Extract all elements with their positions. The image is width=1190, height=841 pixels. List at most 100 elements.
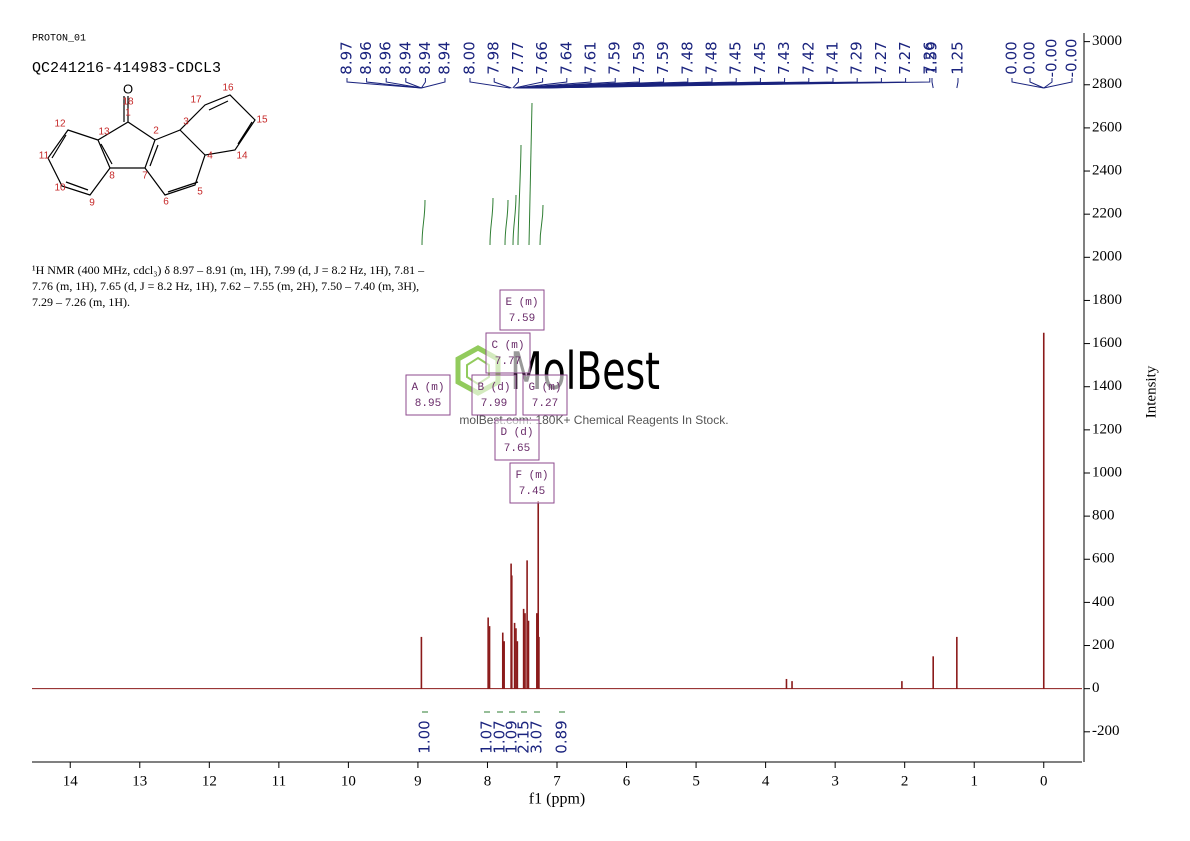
x-tick-label: 0 bbox=[1040, 773, 1048, 789]
y-tick-label: -200 bbox=[1092, 723, 1120, 739]
multiplet-label: E (m) bbox=[505, 297, 538, 309]
atom-number: 5 bbox=[197, 187, 203, 198]
integral-label: 0.89 bbox=[553, 720, 571, 753]
peak-connector bbox=[420, 78, 426, 89]
x-tick-label: 4 bbox=[762, 773, 770, 789]
x-tick-label: 6 bbox=[623, 773, 631, 789]
peak-label: 7.77 bbox=[509, 41, 527, 74]
atom-number: 7 bbox=[142, 171, 148, 182]
multiplet-shift: 7.65 bbox=[504, 443, 530, 455]
peak-connector bbox=[514, 78, 544, 89]
peak-label: 8.94 bbox=[436, 41, 454, 74]
integral-label: 1.09 bbox=[503, 720, 521, 753]
atom-number: 16 bbox=[222, 83, 234, 94]
x-tick-label: 9 bbox=[414, 773, 422, 789]
peak-connector bbox=[469, 78, 511, 89]
y-tick-label: 1200 bbox=[1092, 421, 1122, 437]
chart-subtitle: QC241216-414983-CDCL3 bbox=[32, 60, 221, 77]
peak-connector bbox=[536, 78, 931, 89]
atom-number: 2 bbox=[153, 126, 159, 137]
y-tick-label: 800 bbox=[1092, 508, 1115, 524]
integral-curve bbox=[489, 197, 494, 246]
peak-connector bbox=[493, 78, 512, 89]
atom-number: 18 bbox=[122, 97, 134, 108]
peak-label: -0.00 bbox=[1063, 39, 1081, 78]
peak-label: 8.00 bbox=[461, 41, 479, 74]
peak-label: 7.27 bbox=[872, 41, 890, 74]
atom-number: 4 bbox=[207, 151, 213, 162]
y-tick-label: 200 bbox=[1092, 637, 1115, 653]
nmr-description: ¹H NMR (400 MHz, cdcl₃) δ 8.97 – 8.91 (m… bbox=[32, 263, 425, 309]
peak-label: 7.59 bbox=[654, 41, 672, 74]
x-tick-label: 5 bbox=[692, 773, 700, 789]
peak-connector bbox=[931, 78, 934, 89]
peak-connector bbox=[385, 78, 422, 89]
integral-curve bbox=[517, 144, 522, 246]
multiplet-shift: 8.95 bbox=[415, 398, 441, 410]
integral-label: 1.00 bbox=[416, 720, 434, 753]
peak-label: 7.26 bbox=[920, 41, 938, 74]
peak-label: 7.98 bbox=[485, 41, 503, 74]
peak-label: 7.59 bbox=[606, 41, 624, 74]
peak-connector bbox=[1011, 78, 1044, 89]
peak-connector bbox=[346, 78, 422, 89]
y-tick-label: 2400 bbox=[1092, 162, 1122, 178]
y-tick-label: 2600 bbox=[1092, 119, 1122, 135]
multiplet-shift: 7.77 bbox=[495, 356, 521, 368]
multiplet-box bbox=[509, 462, 555, 504]
y-axis-label: Intensity bbox=[1143, 365, 1159, 418]
multiplet-shift: 7.99 bbox=[481, 398, 507, 410]
atom-number: 8 bbox=[109, 171, 115, 182]
peak-label: 7.48 bbox=[703, 41, 721, 74]
peak-label: 8.96 bbox=[377, 41, 395, 74]
peak-label: 8.94 bbox=[416, 41, 434, 74]
y-tick-label: 1800 bbox=[1092, 292, 1122, 308]
peak-label: 7.41 bbox=[824, 41, 842, 74]
peak-connector bbox=[1043, 78, 1053, 89]
integral-curve bbox=[421, 199, 426, 246]
x-tick-label: 13 bbox=[132, 773, 147, 789]
multiplet-box bbox=[494, 419, 540, 461]
atom-number: 15 bbox=[256, 115, 268, 126]
multiplet-label: F (m) bbox=[515, 470, 548, 482]
integral-label: 1.07 bbox=[478, 720, 496, 753]
atom-number: 3 bbox=[183, 117, 189, 128]
x-tick-label: 11 bbox=[272, 773, 286, 789]
integral-curve bbox=[512, 194, 517, 246]
peak-label: 7.64 bbox=[557, 41, 575, 74]
multiplet-label: B (d) bbox=[477, 382, 510, 394]
peak-label: 7.27 bbox=[896, 41, 914, 74]
multiplet-label: C (m) bbox=[491, 340, 524, 352]
y-tick-label: 2000 bbox=[1092, 249, 1122, 265]
peak-label: 7.59 bbox=[630, 41, 648, 74]
peak-connector bbox=[515, 78, 568, 89]
y-tick-label: 2200 bbox=[1092, 206, 1122, 222]
peak-label: 7.61 bbox=[582, 41, 600, 74]
peak-label: 8.97 bbox=[338, 41, 356, 74]
peak-connector bbox=[405, 78, 422, 89]
x-tick-label: 8 bbox=[484, 773, 492, 789]
x-tick-label: 3 bbox=[831, 773, 839, 789]
y-tick-label: 1600 bbox=[1092, 335, 1122, 351]
atom-number: 6 bbox=[163, 197, 169, 208]
x-tick-label: 12 bbox=[202, 773, 217, 789]
integral-label: 1.07 bbox=[491, 720, 509, 753]
multiplet-box bbox=[522, 374, 568, 416]
y-tick-label: 600 bbox=[1092, 551, 1115, 567]
y-tick-label: 3000 bbox=[1092, 33, 1122, 49]
x-tick-label: 10 bbox=[341, 773, 356, 789]
y-tick-label: 1400 bbox=[1092, 378, 1122, 394]
peak-label: 7.45 bbox=[751, 41, 769, 74]
peak-connector bbox=[956, 78, 959, 89]
y-tick-label: 400 bbox=[1092, 594, 1115, 610]
peak-label: 7.43 bbox=[775, 41, 793, 74]
multiplet-shift: 7.45 bbox=[519, 486, 545, 498]
atom-number: 13 bbox=[98, 127, 110, 138]
atom-number: 14 bbox=[236, 151, 248, 162]
peak-label: -0.00 bbox=[1043, 39, 1061, 78]
x-tick-label: 14 bbox=[63, 773, 79, 789]
peak-label: 7.29 bbox=[848, 41, 866, 74]
multiplet-box bbox=[405, 374, 451, 416]
peak-connector bbox=[421, 78, 446, 89]
